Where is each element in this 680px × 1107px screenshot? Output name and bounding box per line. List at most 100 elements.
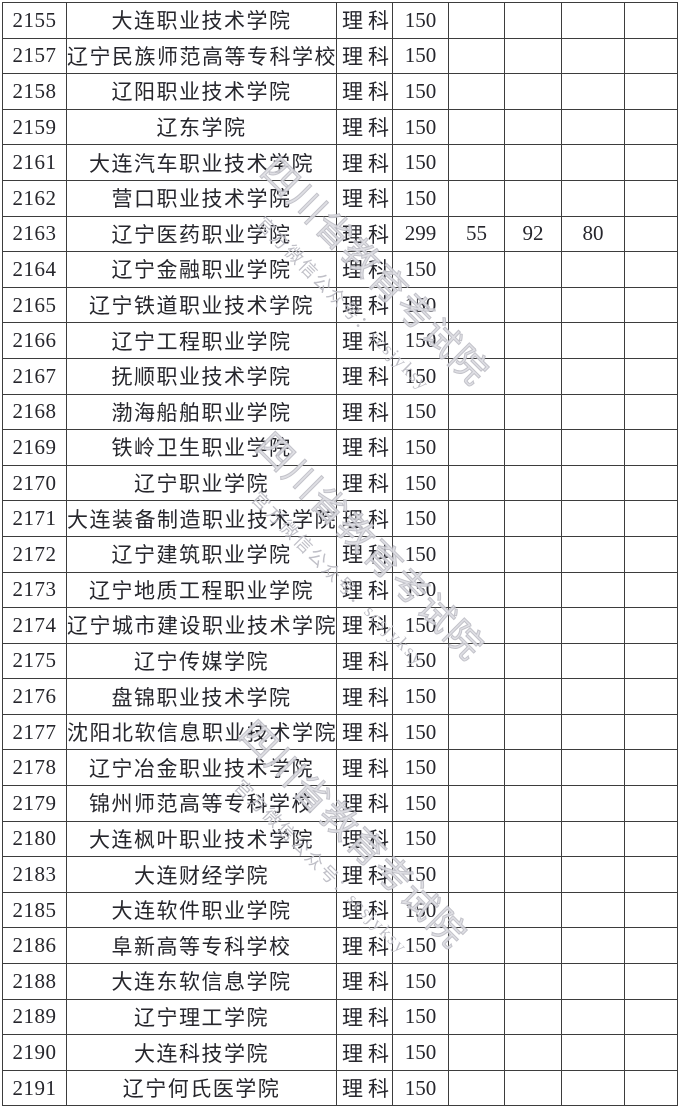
table-row: 2171 大连装备制造职业技术学院 理科 150 bbox=[2, 500, 678, 537]
table-row: 2177 沈阳北软信息职业技术学院 理科 150 bbox=[2, 713, 678, 751]
v2-cell bbox=[504, 891, 562, 929]
v3-cell bbox=[561, 785, 625, 822]
v3-cell bbox=[561, 1069, 625, 1107]
score-cell: 150 bbox=[392, 393, 449, 431]
v4-cell bbox=[624, 713, 678, 751]
code-cell: 2155 bbox=[2, 2, 67, 39]
v1-cell bbox=[448, 464, 505, 502]
v1-cell bbox=[448, 998, 505, 1036]
table-row: 2186 阜新高等专科学校 理科 150 bbox=[2, 927, 678, 965]
v4-cell bbox=[624, 571, 678, 609]
table-row: 2166 辽宁工程职业学院 理科 150 bbox=[2, 322, 678, 359]
v3-cell bbox=[561, 286, 625, 324]
v3-cell bbox=[561, 179, 625, 217]
v4-cell bbox=[624, 179, 678, 217]
code-cell: 2164 bbox=[2, 251, 67, 288]
table-row: 2178 辽宁冶金职业技术学院 理科 150 bbox=[2, 749, 678, 787]
category-cell: 理科 bbox=[336, 749, 393, 787]
v2-cell bbox=[504, 251, 562, 288]
code-cell: 2176 bbox=[2, 678, 67, 715]
v2-cell bbox=[504, 393, 562, 431]
name-cell: 大连装备制造职业技术学院 bbox=[66, 500, 337, 537]
v3-cell bbox=[561, 429, 625, 466]
v4-cell bbox=[624, 322, 678, 359]
table-row: 2157 辽宁民族师范高等专科学校 理科 150 bbox=[2, 37, 678, 75]
score-cell: 150 bbox=[392, 749, 449, 787]
name-cell: 辽宁何氏医学院 bbox=[66, 1069, 337, 1107]
category-cell: 理科 bbox=[336, 357, 393, 395]
v3-cell bbox=[561, 464, 625, 502]
table-row: 2172 辽宁建筑职业学院 理科 150 bbox=[2, 535, 678, 573]
v1-cell bbox=[448, 713, 505, 751]
v4-cell bbox=[624, 820, 678, 858]
v3-cell bbox=[561, 998, 625, 1036]
v3-cell bbox=[561, 607, 625, 644]
v1-cell bbox=[448, 963, 505, 1000]
category-cell: 理科 bbox=[336, 891, 393, 929]
code-cell: 2161 bbox=[2, 144, 67, 181]
score-cell: 150 bbox=[392, 535, 449, 573]
v4-cell bbox=[624, 678, 678, 715]
score-cell: 150 bbox=[392, 963, 449, 1000]
v1-cell bbox=[448, 785, 505, 822]
v3-cell bbox=[561, 642, 625, 680]
name-cell: 阜新高等专科学校 bbox=[66, 927, 337, 965]
v1-cell bbox=[448, 429, 505, 466]
v1-cell bbox=[448, 1034, 505, 1071]
name-cell: 大连科技学院 bbox=[66, 1034, 337, 1071]
table-row: 2174 辽宁城市建设职业技术学院 理科 150 bbox=[2, 607, 678, 644]
category-cell: 理科 bbox=[336, 1034, 393, 1071]
v3-cell bbox=[561, 678, 625, 715]
category-cell: 理科 bbox=[336, 1069, 393, 1107]
v1-cell bbox=[448, 393, 505, 431]
category-cell: 理科 bbox=[336, 464, 393, 502]
v2-cell bbox=[504, 535, 562, 573]
name-cell: 辽宁理工学院 bbox=[66, 998, 337, 1036]
score-cell: 150 bbox=[392, 322, 449, 359]
v2-cell bbox=[504, 607, 562, 644]
category-cell: 理科 bbox=[336, 820, 393, 858]
v3-cell bbox=[561, 108, 625, 146]
score-cell: 150 bbox=[392, 998, 449, 1036]
v4-cell bbox=[624, 357, 678, 395]
v2-cell bbox=[504, 785, 562, 822]
v3-cell bbox=[561, 500, 625, 537]
name-cell: 辽宁民族师范高等专科学校 bbox=[66, 37, 337, 75]
v2-cell bbox=[504, 713, 562, 751]
v1-cell bbox=[448, 749, 505, 787]
score-cell: 150 bbox=[392, 2, 449, 39]
code-cell: 2167 bbox=[2, 357, 67, 395]
v1-cell bbox=[448, 642, 505, 680]
name-cell: 辽宁建筑职业学院 bbox=[66, 535, 337, 573]
v3-cell bbox=[561, 963, 625, 1000]
v1-cell bbox=[448, 607, 505, 644]
name-cell: 大连职业技术学院 bbox=[66, 2, 337, 39]
name-cell: 辽宁职业学院 bbox=[66, 464, 337, 502]
code-cell: 2191 bbox=[2, 1069, 67, 1107]
score-cell: 150 bbox=[392, 144, 449, 181]
score-cell: 150 bbox=[392, 607, 449, 644]
category-cell: 理科 bbox=[336, 678, 393, 715]
table-row: 2163 辽宁医药职业学院 理科 299 55 92 80 bbox=[2, 215, 678, 253]
category-cell: 理科 bbox=[336, 500, 393, 537]
score-cell: 150 bbox=[392, 678, 449, 715]
v1-cell bbox=[448, 891, 505, 929]
category-cell: 理科 bbox=[336, 108, 393, 146]
category-cell: 理科 bbox=[336, 785, 393, 822]
category-cell: 理科 bbox=[336, 393, 393, 431]
v2-cell bbox=[504, 998, 562, 1036]
table-row: 2179 锦州师范高等专科学校 理科 150 bbox=[2, 785, 678, 822]
code-cell: 2178 bbox=[2, 749, 67, 787]
v4-cell bbox=[624, 215, 678, 253]
v4-cell bbox=[624, 286, 678, 324]
score-cell: 150 bbox=[392, 571, 449, 609]
category-cell: 理科 bbox=[336, 251, 393, 288]
table-row: 2173 辽宁地质工程职业学院 理科 150 bbox=[2, 571, 678, 609]
v3-cell bbox=[561, 891, 625, 929]
v2-cell bbox=[504, 108, 562, 146]
code-cell: 2170 bbox=[2, 464, 67, 502]
score-cell: 150 bbox=[392, 429, 449, 466]
v2-cell bbox=[504, 571, 562, 609]
code-cell: 2183 bbox=[2, 856, 67, 893]
code-cell: 2168 bbox=[2, 393, 67, 431]
